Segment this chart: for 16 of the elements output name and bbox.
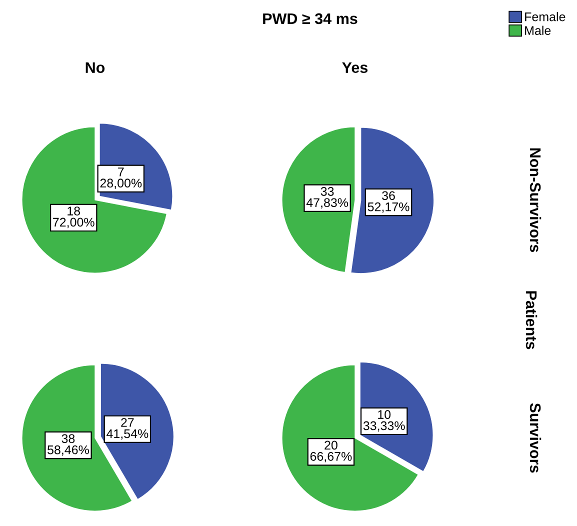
- text: No: [86, 62, 105, 73]
- text: Non-Survivors: [530, 148, 542, 252]
- legend-label: Female: [525, 12, 566, 22]
- text: PWD ≥ 34 ms: [263, 13, 358, 24]
- data-label: 20 66,67%: [310, 440, 352, 462]
- text: Patients: [526, 291, 538, 350]
- data-label: 7 28,00%: [100, 168, 142, 190]
- data-label: 27 41,54%: [106, 418, 148, 440]
- legend-label: Male: [525, 26, 551, 35]
- data-label: 36 52,17%: [368, 191, 410, 213]
- text: Survivors: [530, 403, 542, 473]
- data-label: 33 47,83%: [306, 187, 348, 209]
- data-label: 38 58,46%: [48, 434, 89, 456]
- data-label: 18 72,00%: [53, 206, 94, 228]
- data-label: 10 33,33%: [363, 410, 405, 432]
- chart-title: Yes: [342, 62, 368, 73]
